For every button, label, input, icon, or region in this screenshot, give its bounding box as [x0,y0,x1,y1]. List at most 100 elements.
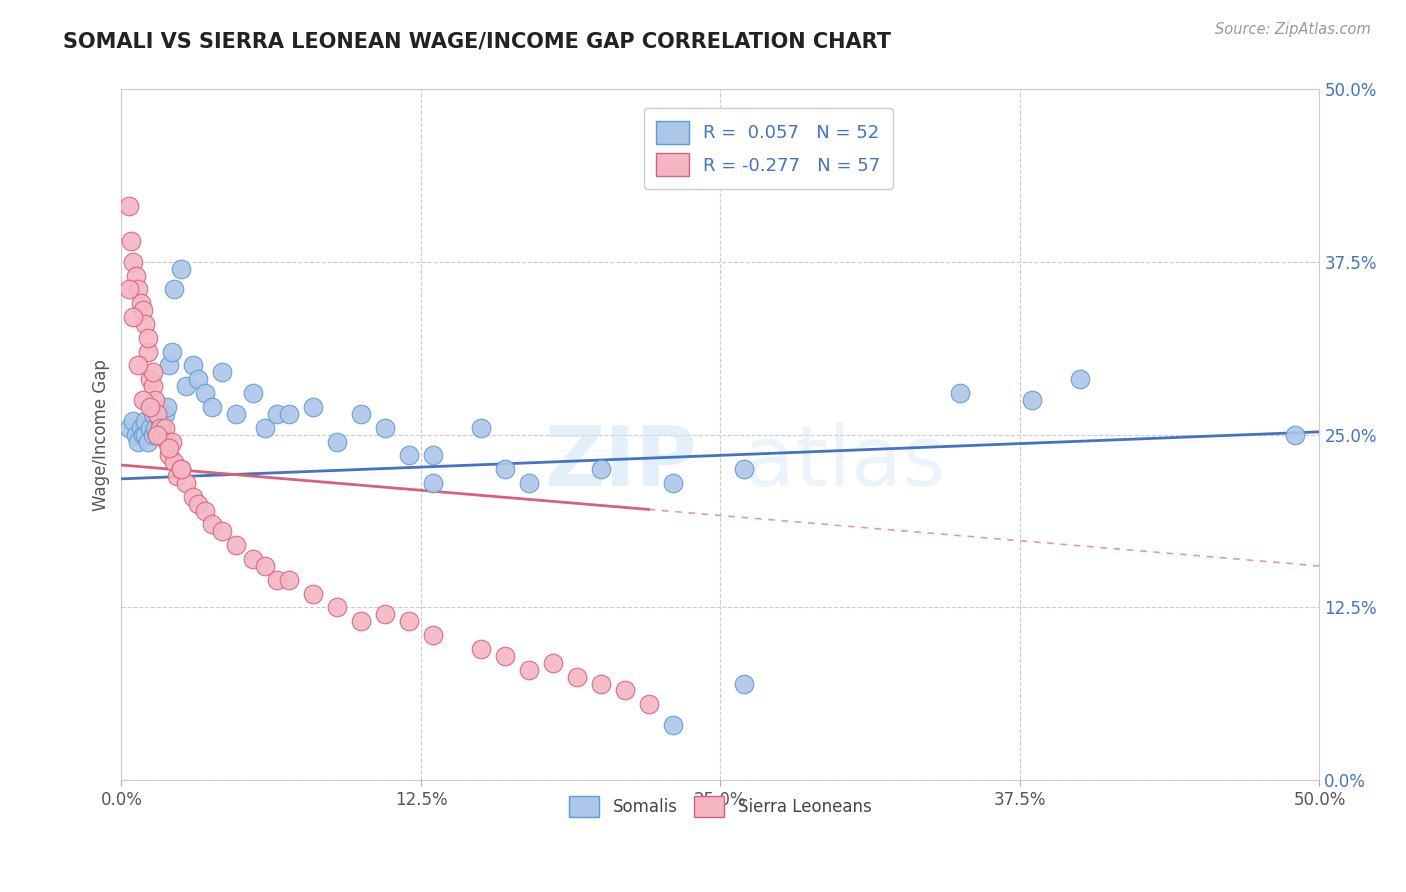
Point [139,372,162,386]
Point [517,663,540,677]
Point [494,648,516,663]
Point [136,331,159,345]
Point [163,282,186,296]
Point [129,420,152,434]
Point [125,268,148,283]
Point [949,386,972,401]
Point [150,420,173,434]
Point [160,344,183,359]
Text: Source: ZipAtlas.com: Source: ZipAtlas.com [1215,22,1371,37]
Point [157,442,180,456]
Point [613,683,636,698]
Point [278,407,301,421]
Point [422,475,444,490]
Point [1021,392,1043,407]
Point [589,676,612,690]
Point [242,386,264,401]
Point [278,573,301,587]
Point [201,400,224,414]
Point [157,359,180,373]
Point [254,420,277,434]
Point [146,407,169,421]
Point [120,234,142,248]
Point [156,434,179,449]
Point [225,407,247,421]
Point [174,379,197,393]
Point [122,254,145,268]
Text: atlas: atlas [744,422,946,503]
Point [122,414,145,428]
Point [733,462,755,476]
Point [211,524,233,539]
Point [225,538,247,552]
Point [1069,372,1091,386]
Point [181,359,204,373]
Point [132,392,155,407]
Point [589,462,612,476]
Point [470,642,492,657]
Point [132,303,155,318]
Text: SOMALI VS SIERRA LEONEAN WAGE/INCOME GAP CORRELATION CHART: SOMALI VS SIERRA LEONEAN WAGE/INCOME GAP… [63,31,891,51]
Point [136,344,159,359]
Point [146,427,169,442]
Point [149,420,172,434]
Point [398,448,420,462]
Point [517,475,540,490]
Point [565,670,588,684]
Point [422,628,444,642]
Point [174,475,197,490]
Point [541,656,564,670]
Point [302,400,325,414]
Point [170,462,193,476]
Point [170,462,193,476]
Point [166,469,188,483]
Point [201,517,224,532]
Point [422,448,444,462]
Point [157,448,180,462]
Point [374,607,396,622]
Point [302,586,325,600]
Point [1284,427,1306,442]
Point [470,420,492,434]
Point [156,400,179,414]
Point [211,365,233,379]
Point [350,407,373,421]
Point [170,261,193,276]
Point [136,434,159,449]
Point [134,317,156,331]
Point [139,420,162,434]
Point [149,414,172,428]
Y-axis label: Wage/Income Gap: Wage/Income Gap [93,359,110,510]
Point [142,379,165,393]
Point [326,434,349,449]
Point [143,392,166,407]
Point [117,282,139,296]
Point [661,475,683,490]
Text: ZIP: ZIP [544,422,696,503]
Point [661,718,683,732]
Point [494,462,516,476]
Point [122,310,145,324]
Point [242,552,264,566]
Point [117,420,139,434]
Point [398,615,420,629]
Point [163,455,186,469]
Point [132,427,155,442]
Point [127,282,149,296]
Point [153,407,176,421]
Point [139,400,162,414]
Point [117,199,139,213]
Point [134,427,156,442]
Point [254,558,277,573]
Point [187,372,209,386]
Point [129,296,152,310]
Point [181,490,204,504]
Point [187,497,209,511]
Point [142,407,165,421]
Point [160,434,183,449]
Point [374,420,396,434]
Point [127,434,149,449]
Point [143,420,166,434]
Point [125,427,148,442]
Point [194,503,217,517]
